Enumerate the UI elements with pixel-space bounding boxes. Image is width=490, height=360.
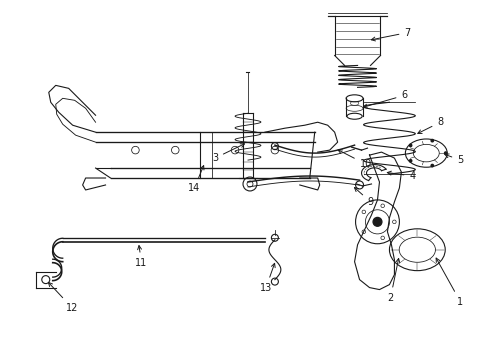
Circle shape	[431, 139, 434, 142]
Text: 5: 5	[445, 154, 464, 165]
Text: 12: 12	[49, 283, 78, 312]
Text: 9: 9	[354, 188, 374, 207]
Text: 7: 7	[371, 28, 411, 41]
Text: 11: 11	[135, 246, 147, 268]
Text: 10: 10	[338, 150, 372, 169]
Text: 13: 13	[260, 263, 275, 293]
Text: 2: 2	[388, 258, 400, 302]
Text: 6: 6	[363, 90, 408, 108]
Circle shape	[409, 159, 412, 162]
Text: 1: 1	[436, 258, 464, 306]
Text: 8: 8	[418, 117, 443, 134]
Circle shape	[444, 152, 447, 154]
Circle shape	[431, 165, 434, 167]
Text: 3: 3	[212, 144, 245, 163]
Circle shape	[409, 144, 412, 147]
Text: 14: 14	[188, 166, 204, 193]
Text: 4: 4	[387, 171, 416, 181]
Circle shape	[373, 217, 382, 226]
